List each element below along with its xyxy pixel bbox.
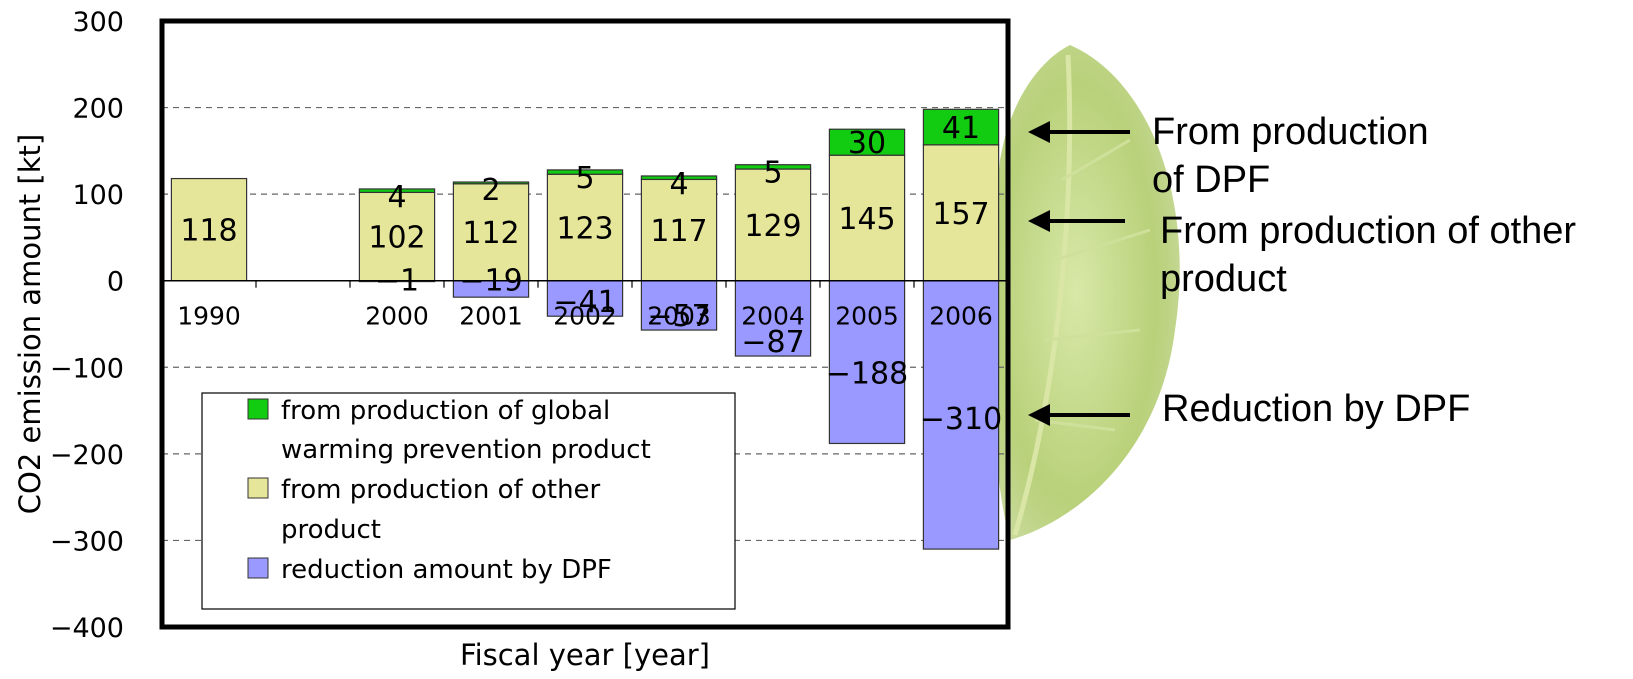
x-tick-label: 2000 [365, 302, 429, 331]
x-tick-label: 2003 [647, 302, 711, 331]
y-tick-label: 200 [72, 94, 124, 125]
data-label-reduction-dpf: −41 [553, 285, 616, 320]
y-tick-label: 300 [72, 7, 124, 38]
data-label-reduction-dpf: −87 [741, 325, 804, 360]
legend-label: from production of global [281, 396, 610, 426]
x-tick-label: 2004 [741, 302, 805, 331]
data-label-global-warming-product: 4 [387, 180, 406, 215]
plot-frame [159, 18, 1011, 630]
arrow-head [1028, 210, 1050, 232]
bar-global-warming-product [828, 128, 906, 156]
x-tick-label: 2005 [835, 302, 899, 331]
data-label-global-warming-product: 2 [481, 173, 500, 208]
legend-swatch [247, 557, 269, 579]
bar-reduction-dpf [734, 280, 812, 357]
data-label-reduction-dpf: −19 [459, 264, 522, 299]
x-axis-label: Fiscal year [year] [460, 638, 710, 672]
data-label-other-product: 102 [368, 221, 425, 256]
annotation-arrow [1028, 404, 1130, 426]
data-label-global-warming-product: 41 [942, 111, 980, 146]
bar-reduction-dpf [546, 280, 624, 317]
annotation-other-production: From production of other product [1160, 207, 1576, 303]
bar-global-warming-product [640, 175, 718, 181]
bar-other-product [828, 154, 906, 282]
data-label-other-product: 112 [462, 216, 519, 251]
y-tick-label: −400 [50, 613, 124, 644]
x-tick-label: 1990 [177, 302, 241, 331]
annotation-reduction: Reduction by DPF [1162, 385, 1470, 433]
bar-global-warming-product [546, 169, 624, 175]
data-label-other-product: 145 [838, 202, 895, 237]
y-axis-label: CO2 emission amount [kt] [13, 134, 47, 514]
x-tick-label: 2006 [929, 302, 993, 331]
bar-reduction-dpf [640, 280, 718, 331]
annotation-arrow [1028, 210, 1125, 232]
annotation-other-line1: From production of other [1160, 210, 1577, 252]
annotation-dpf-production: From production of DPF [1152, 108, 1429, 204]
bar-other-product [734, 168, 812, 282]
legend-box [201, 392, 736, 610]
data-label-other-product: 123 [556, 211, 613, 246]
bar-global-warming-product [734, 164, 812, 170]
y-tick-label: −100 [50, 353, 124, 384]
y-tick-label: 100 [72, 180, 124, 211]
annotation-arrow [1028, 121, 1130, 143]
bar-global-warming-product [922, 108, 1000, 146]
data-label-reduction-dpf: −57 [647, 299, 710, 334]
y-tick-label: −300 [50, 526, 124, 557]
y-tick-label: −200 [50, 440, 124, 471]
data-label-reduction-dpf: −188 [826, 356, 908, 391]
x-tick-label: 2002 [553, 302, 617, 331]
data-label-global-warming-product: 5 [575, 161, 594, 196]
y-tick-label: 0 [107, 267, 124, 298]
legend-label: reduction amount by DPF [281, 555, 612, 585]
arrow-head [1028, 404, 1050, 426]
data-label-other-product: 157 [932, 197, 989, 232]
legend-label-line2: warming prevention product [281, 435, 651, 465]
data-label-reduction-dpf: −1 [375, 264, 419, 299]
data-label-other-product: 129 [744, 209, 801, 244]
annotation-other-line2: product [1160, 258, 1287, 300]
bar-other-product [922, 144, 1000, 282]
bar-other-product [170, 177, 248, 282]
arrow-head [1028, 121, 1050, 143]
data-label-global-warming-product: 4 [669, 167, 688, 202]
legend-label: from production of other [281, 475, 601, 505]
bar-reduction-dpf [828, 280, 906, 445]
bar-global-warming-product [452, 181, 530, 185]
annotation-reduction-line1: Reduction by DPF [1162, 388, 1471, 430]
legend-label-line2: product [281, 515, 381, 545]
data-label-global-warming-product: 30 [848, 126, 886, 161]
x-tick-label: 2001 [459, 302, 523, 331]
data-label-other-product: 117 [650, 214, 707, 249]
data-label-reduction-dpf: −310 [920, 402, 1002, 437]
legend-swatch [247, 477, 269, 499]
data-label-other-product: 118 [180, 214, 237, 249]
bar-global-warming-product [358, 188, 436, 194]
legend: from production of global warming prevent… [201, 392, 736, 610]
annotation-dpf-line1: From production [1152, 111, 1429, 153]
data-label-global-warming-product: 5 [763, 156, 782, 191]
plot-area: 300 200 100 0 −100 −200 −300 −400 CO2 emission a… [13, 7, 1011, 672]
bar-reduction-dpf [922, 280, 1000, 550]
annotation-dpf-line2: of DPF [1152, 159, 1271, 201]
legend-swatch [247, 398, 269, 420]
